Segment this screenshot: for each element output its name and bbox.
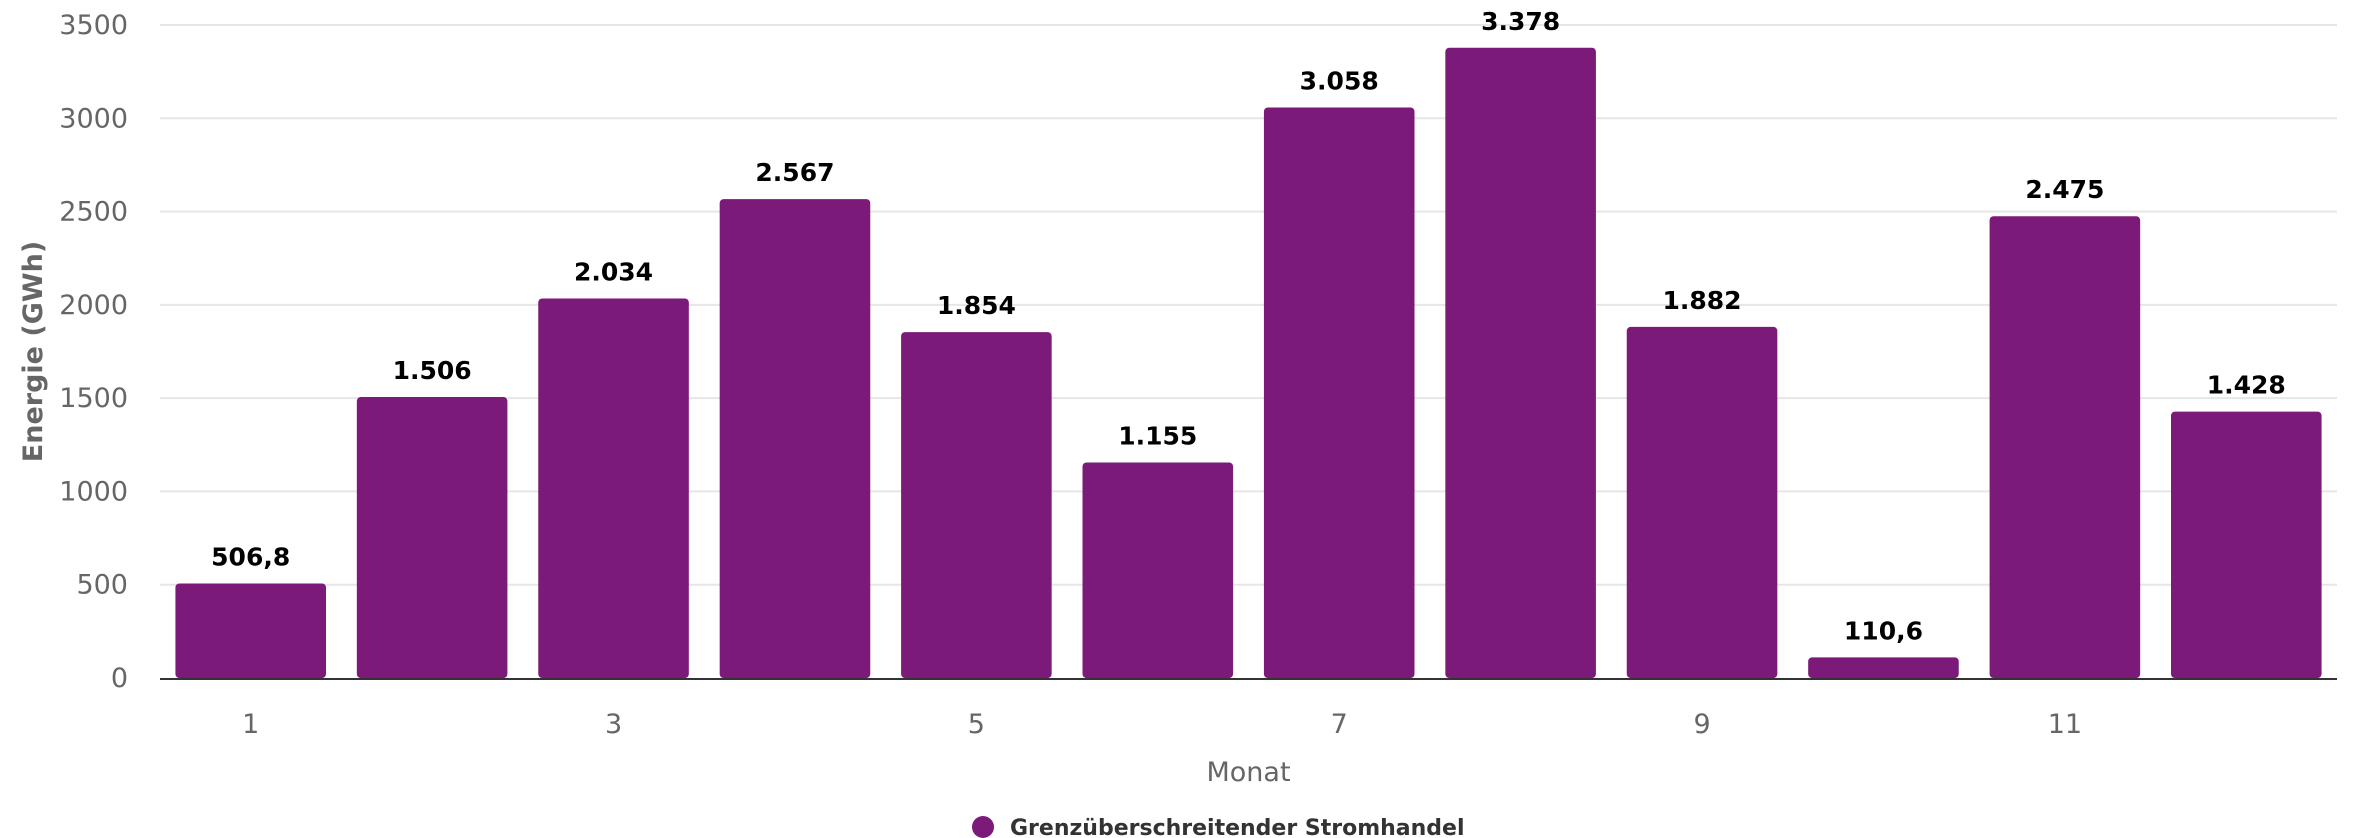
legend-label: Grenzüberschreitender Stromhandel [1010,816,1465,838]
x-tick-label: 11 [2048,709,2082,740]
data-label: 2.567 [755,158,834,187]
bar[interactable] [175,583,326,678]
bar[interactable] [538,298,689,678]
bar[interactable] [1626,326,1778,678]
bar[interactable] [2171,411,2322,678]
bar[interactable] [719,199,871,678]
y-tick-label: 1000 [59,476,128,507]
data-label: 110,6 [1844,616,1923,645]
data-label: 3.058 [1300,66,1379,95]
data-label: 506,8 [211,542,290,571]
legend-marker-icon [972,816,994,838]
data-label: 1.854 [937,291,1016,320]
y-tick-label: 500 [76,570,128,601]
y-axis-title: Energie (GWh) [18,241,49,462]
x-axis-ticks: 1 3 5 7 9 11 [242,709,2082,740]
bar[interactable] [1808,657,1959,678]
x-tick-label: 3 [605,709,622,740]
y-tick-label: 3500 [59,10,128,41]
x-tick-label: 9 [1693,709,1710,740]
bar[interactable] [356,397,508,678]
x-tick-label: 1 [242,709,259,740]
data-label: 3.378 [1481,7,1560,36]
bar[interactable] [901,332,1052,678]
bars [175,47,2322,678]
data-label: 2.034 [574,258,653,287]
legend[interactable]: Grenzüberschreitender Stromhandel [972,816,1465,838]
x-tick-label: 5 [968,709,985,740]
y-tick-label: 1500 [59,383,128,414]
x-tick-label: 7 [1331,709,1348,740]
bar[interactable] [1263,107,1415,678]
gridlines [160,24,2337,586]
y-tick-label: 2000 [59,290,128,321]
data-label: 1.506 [393,356,472,385]
data-label: 1.428 [2207,371,2286,400]
data-label: 2.475 [2025,175,2104,204]
bar[interactable] [1445,47,1596,678]
bar[interactable] [1082,462,1234,678]
y-tick-label: 2500 [59,197,128,228]
data-labels: 506,8 1.506 2.034 2.567 1.854 1.155 3.058 3.378… [211,7,2286,646]
y-axis-ticks: 0 500 1000 1500 2000 2500 3000 3500 [59,10,128,694]
y-tick-label: 3000 [59,103,128,134]
bar[interactable] [1989,216,2141,678]
data-label: 1.155 [1118,422,1197,451]
x-axis-title: Monat [1206,757,1290,788]
data-label: 1.882 [1663,286,1742,315]
y-tick-label: 0 [111,663,128,694]
